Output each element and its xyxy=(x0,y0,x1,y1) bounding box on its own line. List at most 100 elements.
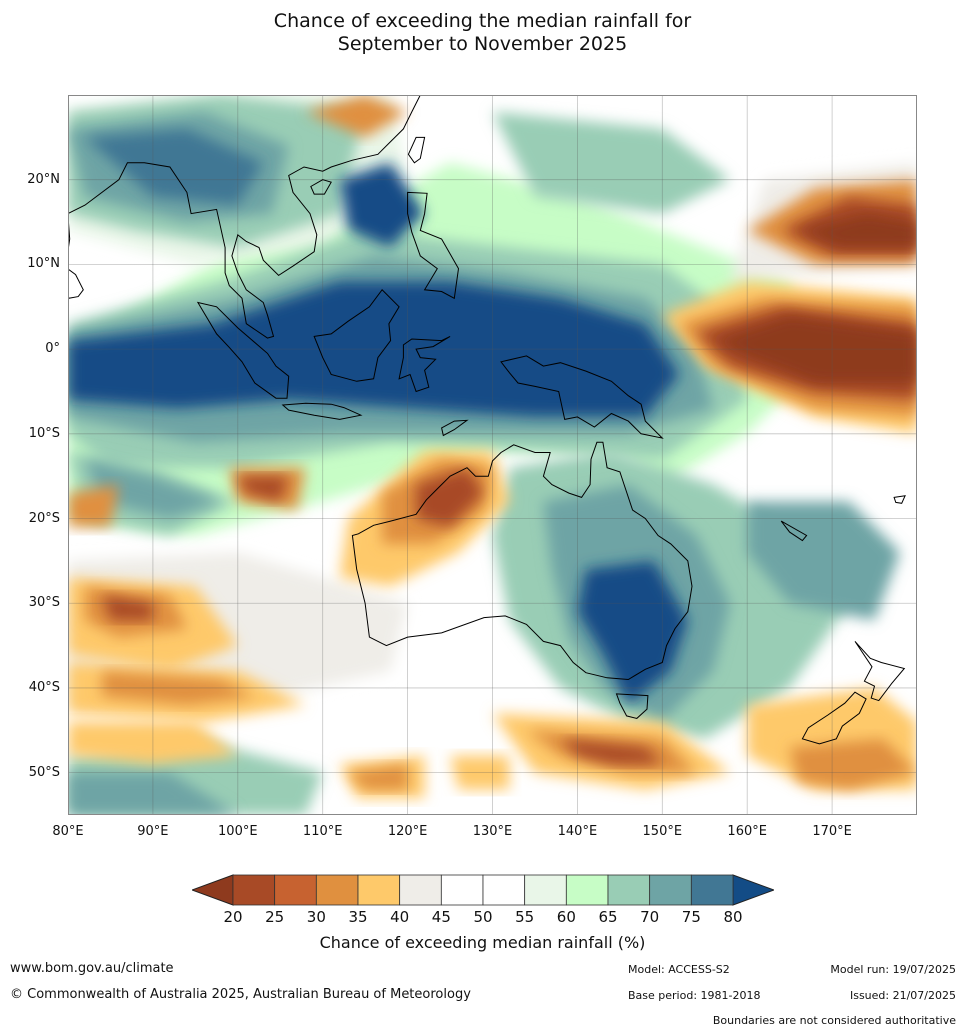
colorbar-tick-label: 75 xyxy=(681,908,701,926)
field-region-11 xyxy=(577,560,688,705)
fiji-coast xyxy=(893,495,906,504)
new-zealand-south-coast xyxy=(801,691,867,745)
field-region-4 xyxy=(85,128,264,206)
lat-label: 30°S xyxy=(28,595,60,611)
sumatra-coast xyxy=(196,301,290,399)
philippines-coast xyxy=(407,191,460,300)
field-region-12 xyxy=(747,501,900,621)
graticule xyxy=(68,95,917,815)
mainland-se-asia-coast xyxy=(68,95,421,339)
field-region-27 xyxy=(305,95,408,138)
colorbar-bin xyxy=(690,874,734,906)
field-region-42 xyxy=(560,738,663,765)
field-region-23 xyxy=(713,315,917,383)
colorbar-bin xyxy=(607,874,651,906)
lon-label: 150°E xyxy=(642,824,683,839)
field-region-17 xyxy=(85,459,221,519)
colorbar-tick-label: 25 xyxy=(265,908,285,926)
lat-label: 10°N xyxy=(27,256,60,272)
hainan-coast xyxy=(310,179,332,195)
lon-label: 80°E xyxy=(52,824,84,839)
field-region-39 xyxy=(68,721,238,765)
field-region-7 xyxy=(68,281,680,417)
australia-coast xyxy=(351,441,693,681)
colorbar-bin xyxy=(357,874,401,906)
field-region-32 xyxy=(237,476,289,502)
field-region-36 xyxy=(102,594,153,621)
new-guinea-coast xyxy=(500,355,664,439)
field-region-26 xyxy=(798,213,917,248)
field-region-13 xyxy=(492,111,731,214)
new-zealand-north-coast xyxy=(854,641,906,702)
field-region-33 xyxy=(68,484,119,527)
base-period-text: Base period: 1981-2018 xyxy=(628,989,761,1002)
lon-label: 100°E xyxy=(218,824,258,839)
title-line-2: September to November 2025 xyxy=(337,33,628,55)
java-coast xyxy=(281,402,363,420)
issued-text: Issued: 21/07/2025 xyxy=(849,989,956,1002)
field-region-15 xyxy=(68,772,238,815)
lon-label: 140°E xyxy=(557,824,598,839)
colorbar-tick-label: 50 xyxy=(473,908,493,926)
coastlines xyxy=(68,95,906,745)
model-text: Model: ACCESS-S2 xyxy=(628,963,730,976)
field-region-44 xyxy=(348,764,408,790)
colorbar-under-arrow xyxy=(192,874,234,906)
colorbar-over-arrow xyxy=(732,874,774,906)
sri-lanka-coast xyxy=(68,268,84,299)
new-caledonia-coast xyxy=(780,520,808,542)
lat-label: 10°S xyxy=(28,425,60,441)
field-region-8 xyxy=(339,162,425,248)
colorbar-tick-label: 45 xyxy=(431,908,451,926)
lat-label: 50°S xyxy=(28,764,60,780)
colorbar-bin xyxy=(399,874,442,906)
map-title: Chance of exceeding the median rainfall … xyxy=(0,10,965,56)
field-region-38 xyxy=(102,671,255,705)
field-region-47 xyxy=(450,755,510,790)
colorbar-label: Chance of exceeding median rainfall (%) xyxy=(319,933,646,952)
colorbar xyxy=(192,874,774,906)
colorbar-tick-label: 60 xyxy=(556,908,576,926)
colorbar-tick-label: 35 xyxy=(348,908,368,926)
colorbar-bin xyxy=(232,874,276,906)
boundaries-note: Boundaries are not considered authoritat… xyxy=(712,1014,956,1027)
lat-label: 40°S xyxy=(28,679,60,695)
field-region-30 xyxy=(416,467,484,527)
copyright-text: © Commonwealth of Australia 2025, Austra… xyxy=(10,987,471,1002)
colorbar-tick-label: 70 xyxy=(640,908,660,926)
colorbar-bin xyxy=(440,874,484,906)
colorbar-tick-label: 55 xyxy=(515,908,535,926)
tasmania-coast xyxy=(615,693,649,719)
title-line-1: Chance of exceeding the median rainfall … xyxy=(273,10,692,32)
lat-label: 0° xyxy=(45,341,60,357)
sulawesi-coast xyxy=(398,335,451,393)
map-frame xyxy=(68,95,917,815)
lon-label: 120°E xyxy=(387,824,428,839)
colorbar-tick-label: 30 xyxy=(306,908,326,926)
colorbar-bin xyxy=(565,874,609,906)
colorbar-bin xyxy=(274,874,317,906)
lat-label: 20°S xyxy=(28,510,60,526)
timor-coast xyxy=(441,419,469,437)
colorbar-tick-label: 40 xyxy=(390,908,410,926)
rainfall-map xyxy=(68,95,917,815)
lon-label: 160°E xyxy=(727,824,767,839)
lat-label: 20°N xyxy=(27,171,60,187)
colorbar-tick-label: 80 xyxy=(723,908,743,926)
lon-label: 170°E xyxy=(812,824,852,839)
colorbar-bin xyxy=(649,874,692,906)
field-region-46 xyxy=(789,738,917,790)
lon-label: 110°E xyxy=(302,824,343,839)
colorbar-bin xyxy=(482,874,526,906)
rainfall-map-svg xyxy=(68,95,917,815)
lon-label: 90°E xyxy=(137,824,169,839)
borneo-coast xyxy=(313,289,400,382)
model-run-text: Model run: 19/07/2025 xyxy=(830,963,956,976)
colorbar-tick-label: 20 xyxy=(223,908,243,926)
colorbar-bin xyxy=(315,874,359,906)
taiwan-coast xyxy=(407,136,426,164)
website-text: www.bom.gov.au/climate xyxy=(10,961,174,976)
colorbar-bin xyxy=(524,874,567,906)
probability-field xyxy=(68,95,917,815)
colorbar-tick-label: 65 xyxy=(598,908,618,926)
